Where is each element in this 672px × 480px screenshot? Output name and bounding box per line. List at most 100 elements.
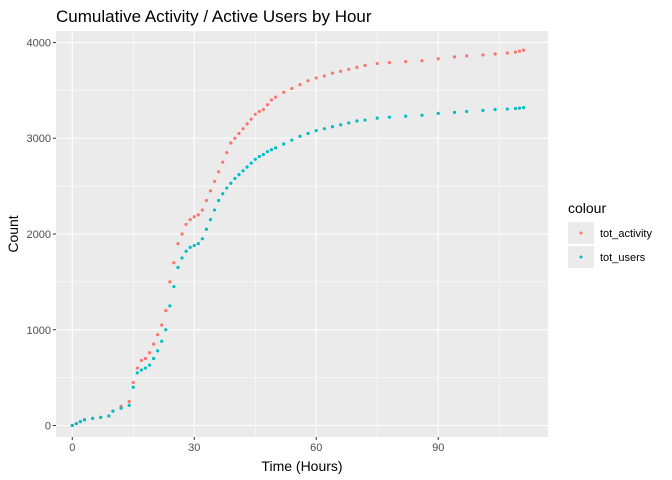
y-tick-label: 0 [45, 421, 51, 433]
point-tot-users [107, 414, 111, 418]
point-tot-users [339, 123, 343, 127]
point-tot-activity [212, 179, 217, 183]
point-tot-users [290, 138, 294, 142]
y-tick-label: 1000 [27, 325, 51, 337]
point-tot-activity [233, 136, 237, 140]
point-tot-activity [184, 222, 188, 227]
point-tot-activity [156, 332, 160, 337]
point-tot-users [131, 385, 135, 389]
point-tot-users [78, 420, 82, 424]
point-tot-users [513, 106, 518, 111]
point-tot-users [200, 237, 204, 241]
point-tot-activity [261, 107, 265, 112]
point-tot-activity [168, 280, 172, 284]
point-tot-activity [273, 95, 278, 99]
point-tot-activity [387, 60, 392, 65]
point-tot-users [355, 119, 359, 123]
point-tot-activity [404, 60, 408, 64]
point-tot-users [180, 256, 184, 260]
point-tot-users [172, 285, 176, 289]
point-tot-activity [330, 71, 335, 75]
point-tot-activity [151, 342, 156, 346]
point-tot-activity [339, 69, 343, 73]
point-tot-users [481, 108, 485, 113]
point-tot-activity [322, 74, 326, 78]
point-tot-activity [172, 261, 176, 265]
point-tot-users [229, 181, 233, 185]
point-tot-activity [176, 241, 180, 246]
point-tot-activity [452, 55, 457, 59]
point-tot-users [420, 113, 424, 117]
point-tot-users [119, 406, 123, 410]
point-tot-users [436, 111, 440, 115]
point-tot-activity [493, 52, 497, 56]
point-tot-users [156, 349, 160, 353]
point-tot-users [452, 110, 457, 114]
y-axis-ticks: 0 1000 2000 3000 4000 [27, 37, 56, 433]
point-tot-activity [436, 57, 440, 61]
point-tot-users [225, 186, 229, 190]
point-tot-activity [420, 59, 424, 63]
point-tot-users [282, 142, 286, 146]
point-tot-users [375, 116, 379, 120]
point-tot-users [139, 368, 143, 372]
point-tot-users [147, 363, 152, 367]
point-tot-users [387, 115, 392, 119]
point-tot-activity [517, 49, 522, 53]
legend-key-tot-activity [579, 231, 583, 235]
y-axis-title: Count [5, 215, 21, 252]
point-tot-users [517, 106, 522, 110]
point-tot-users [151, 356, 156, 361]
point-tot-activity [513, 50, 518, 54]
point-tot-activity [241, 127, 245, 131]
point-tot-activity [257, 109, 261, 114]
legend-label-tot-users: tot_users [600, 252, 646, 264]
point-tot-users [233, 176, 237, 181]
point-tot-users [168, 304, 172, 308]
point-tot-users [208, 218, 213, 222]
point-tot-activity [465, 54, 469, 58]
point-tot-activity [188, 218, 192, 222]
point-tot-users [204, 227, 209, 231]
point-tot-activity [522, 48, 526, 52]
point-tot-users [257, 154, 261, 159]
point-tot-users [322, 127, 326, 131]
point-tot-activity [139, 358, 143, 362]
y-tick-label: 2000 [27, 229, 51, 241]
point-tot-users [127, 403, 131, 408]
point-tot-users [273, 146, 278, 150]
point-tot-users [241, 169, 245, 173]
x-axis-ticks: 0 30 60 90 [69, 437, 444, 454]
point-tot-users [90, 416, 95, 420]
point-tot-users [404, 114, 408, 118]
point-tot-activity [298, 83, 302, 87]
point-tot-activity [217, 170, 221, 174]
point-tot-users [493, 107, 497, 112]
point-tot-users [245, 165, 249, 169]
x-axis-title: Time (Hours) [261, 458, 342, 474]
point-tot-activity [265, 103, 270, 107]
point-tot-activity [375, 61, 379, 66]
point-tot-activity [314, 76, 318, 80]
point-tot-users [184, 249, 188, 253]
point-tot-users [522, 106, 526, 110]
point-tot-activity [225, 151, 229, 155]
point-tot-activity [143, 356, 148, 361]
point-tot-activity [204, 198, 209, 203]
grid-major [56, 31, 548, 437]
point-tot-activity [164, 309, 168, 313]
point-tot-users [160, 339, 164, 343]
data-points [70, 48, 526, 428]
point-tot-activity [221, 160, 225, 164]
point-tot-users [196, 241, 200, 246]
chart-title: Cumulative Activity / Active Users by Ho… [56, 7, 372, 26]
point-tot-users [269, 148, 274, 152]
point-tot-activity [290, 86, 294, 91]
point-tot-activity [192, 215, 196, 219]
legend: colour tot_activity tot_users [568, 200, 652, 268]
point-tot-users [82, 418, 87, 422]
point-tot-activity [196, 213, 200, 217]
y-tick-label: 4000 [27, 37, 51, 49]
point-tot-activity [306, 79, 310, 83]
x-tick-label: 0 [69, 442, 75, 454]
